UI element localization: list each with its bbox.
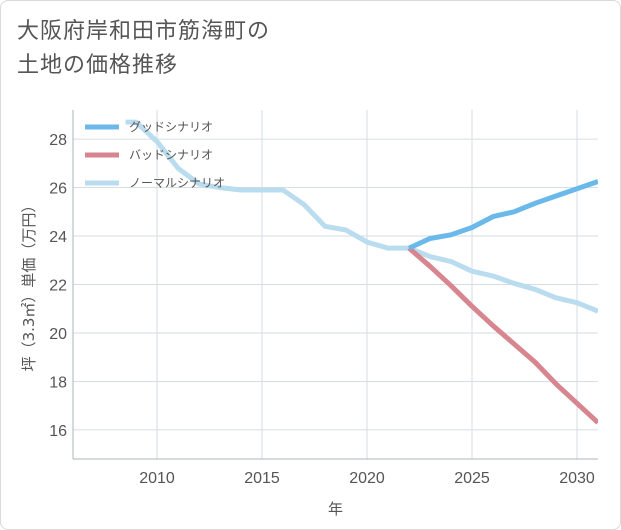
x-tick-label-2010: 2010	[139, 470, 175, 487]
legend-label-0: グッドシナリオ	[129, 120, 213, 134]
series-line-0	[407, 179, 598, 251]
chart-grid	[73, 110, 598, 459]
chart-title-line-2: 土地の価格推移	[17, 53, 179, 78]
y-tick-label-24: 24	[49, 229, 67, 246]
x-tick-label-2025: 2025	[454, 470, 490, 487]
y-tick-label-28: 28	[49, 132, 67, 149]
y-tick-label-22: 22	[49, 278, 67, 295]
series-line-1	[407, 246, 598, 425]
legend-label-1: バッドシナリオ	[129, 148, 213, 162]
y-tick-label-18: 18	[49, 374, 67, 391]
chart-tick-labels: 2010 2015 2020 2025 2030 16 18 20 22 24 26 28	[49, 132, 595, 487]
x-tick-label-2030: 2030	[559, 470, 595, 487]
chart-axes	[72, 110, 598, 460]
y-tick-label-26: 26	[49, 181, 67, 198]
x-tick-label-2015: 2015	[244, 470, 280, 487]
x-axis-title: 年	[328, 500, 343, 518]
legend-label-2: ノーマルシナリオ	[129, 176, 225, 190]
y-tick-label-20: 20	[49, 326, 67, 343]
chart-title: 大阪府岸和田市筋海町の 土地の価格推移	[17, 15, 377, 83]
x-tick-label-2020: 2020	[349, 470, 385, 487]
y-axis-title: 坪（3.3㎡）単価（万円）	[20, 198, 38, 372]
y-tick-label-16: 16	[49, 423, 67, 440]
chart-title-line-1: 大阪府岸和田市筋海町の	[17, 19, 271, 44]
series-line-2	[125, 119, 598, 314]
chart-series	[125, 119, 598, 425]
